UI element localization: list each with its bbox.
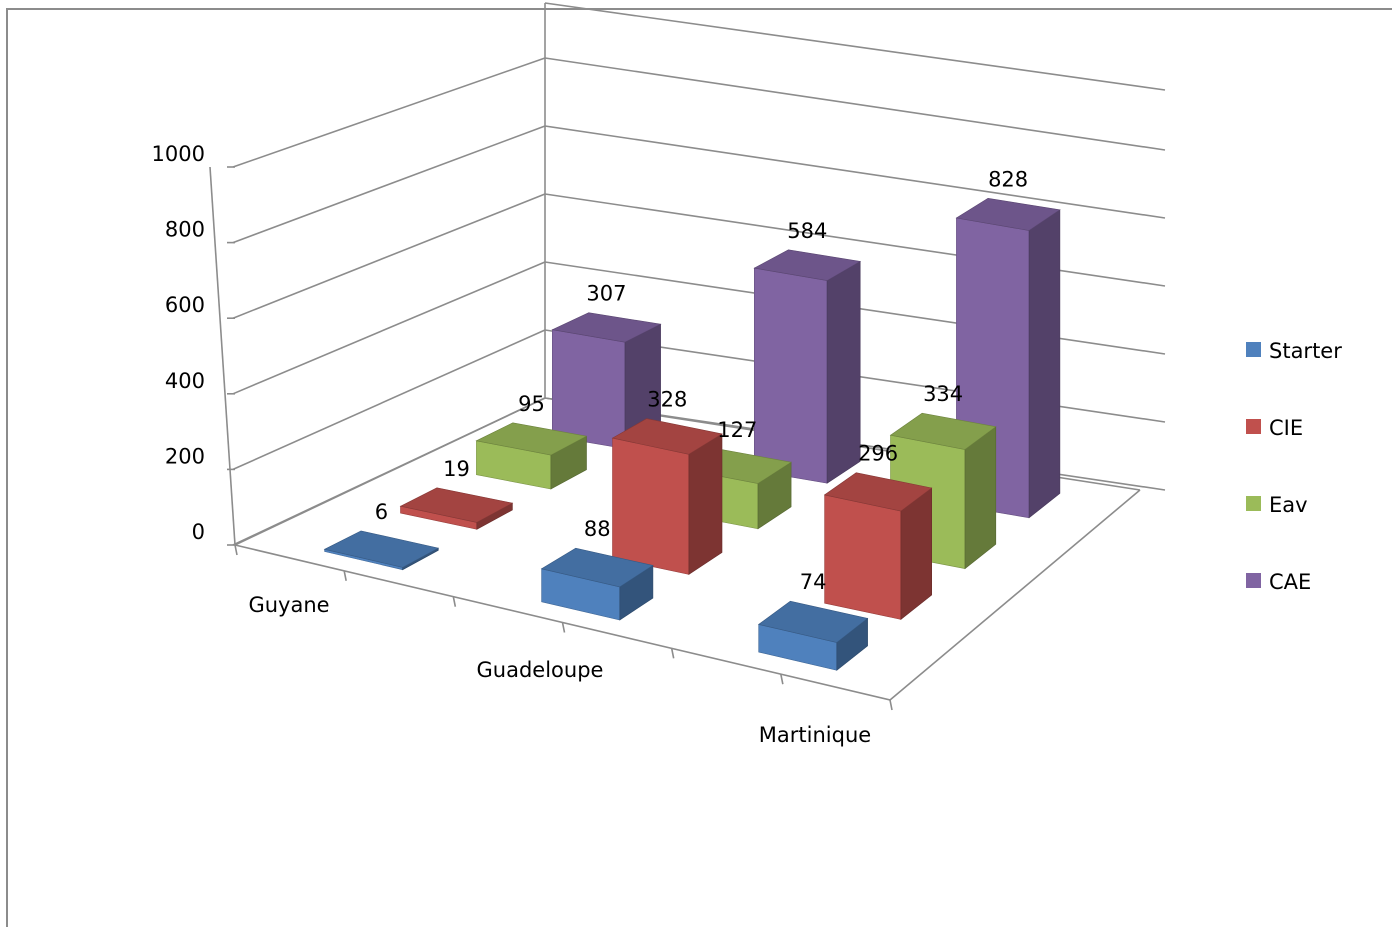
legend-entry: CIE: [1269, 416, 1303, 440]
chart-frame: [6, 8, 1392, 927]
bar: [753, 249, 862, 484]
x-tick-mark: [561, 622, 566, 633]
bar-side-face: [964, 426, 997, 570]
x-tick-mark: [889, 699, 893, 711]
y-tick-label: 400: [165, 369, 205, 393]
legend-entry: CAE: [1269, 570, 1311, 594]
bar-side-face: [826, 260, 861, 484]
x-tick-mark: [234, 544, 238, 556]
data-label: 19: [443, 457, 470, 481]
x-axis: Guyane Guadeloupe Martinique: [234, 544, 893, 747]
gridline-back: [544, 193, 1166, 287]
bar: [823, 472, 933, 621]
data-label: 95: [518, 392, 545, 416]
floor-left-edge: [234, 397, 546, 546]
data-label: 584: [787, 219, 827, 243]
gridline-left: [232, 125, 546, 244]
x-tick-label: Martinique: [759, 723, 871, 747]
x-tick-label: Guadeloupe: [477, 658, 604, 682]
bar: [475, 422, 588, 490]
bar-side-face: [1028, 209, 1061, 519]
gridline-back: [544, 125, 1166, 219]
bar: [757, 600, 869, 671]
bar-top-face: [323, 530, 440, 568]
y-tick-label: 800: [165, 218, 205, 242]
bar-top-face: [757, 600, 869, 643]
bar-top-face: [540, 547, 654, 588]
gridline-left: [232, 329, 546, 471]
gridline-left: [232, 57, 546, 168]
data-label: 307: [586, 282, 626, 306]
data-label: 334: [923, 382, 963, 406]
floor-right-edge: [889, 489, 1141, 701]
gridline-back-top: [544, 2, 1166, 91]
legend-entry: Eav: [1269, 493, 1308, 517]
bar: [540, 547, 654, 621]
legend-entry: Starter: [1269, 339, 1342, 363]
y-tick-label: 200: [165, 444, 205, 468]
x-tick-label: Guyane: [248, 593, 329, 617]
data-label: 74: [800, 570, 827, 594]
gridline-left: [232, 261, 546, 395]
x-tick-mark: [452, 596, 457, 607]
bars: [323, 197, 1061, 671]
legend: Starter CIE Eav CAE: [1246, 339, 1342, 594]
y-tick-label: 1000: [152, 142, 205, 166]
x-tick-mark: [780, 674, 784, 685]
legend-swatch: [1246, 496, 1261, 511]
bar-top-face: [823, 472, 933, 512]
bar-top-face: [889, 412, 997, 450]
data-label: 828: [988, 167, 1028, 191]
x-tick-mark: [343, 570, 347, 581]
data-label: 328: [647, 388, 687, 412]
bar-top-face: [475, 422, 588, 456]
bar-top-face: [753, 249, 862, 281]
legend-swatch: [1246, 419, 1261, 434]
gridline-left: [232, 193, 546, 319]
y-tick-label: 600: [165, 293, 205, 317]
y-axis: 0 200 400 600 800 1000: [152, 142, 236, 546]
bar-top-face: [611, 418, 723, 455]
gridline-back: [544, 57, 1166, 151]
bar-top-face: [955, 197, 1061, 231]
data-labels: 307 584 828 95 127 334 19 328 296 6 88 74: [375, 167, 1028, 594]
bar-front-face: [551, 329, 626, 450]
data-label: 296: [858, 442, 898, 466]
legend-swatch: [1246, 573, 1261, 588]
legend-swatch: [1246, 342, 1261, 357]
bar: [399, 487, 514, 530]
bar-top-face: [551, 312, 662, 343]
bar: [323, 530, 440, 571]
data-label: 127: [717, 418, 757, 442]
bar-front-face: [612, 437, 690, 575]
x-tick-mark: [670, 648, 675, 659]
data-label: 6: [375, 500, 388, 524]
bar: [551, 312, 662, 450]
bar-side-face: [688, 433, 723, 575]
y-axis-line: [209, 166, 236, 546]
bar-front-face: [824, 494, 902, 620]
bar: [611, 418, 723, 575]
y-tick-label: 0: [192, 520, 205, 544]
data-label: 88: [584, 517, 611, 541]
bar-top-face: [399, 487, 514, 523]
bar-front-face: [753, 267, 828, 484]
